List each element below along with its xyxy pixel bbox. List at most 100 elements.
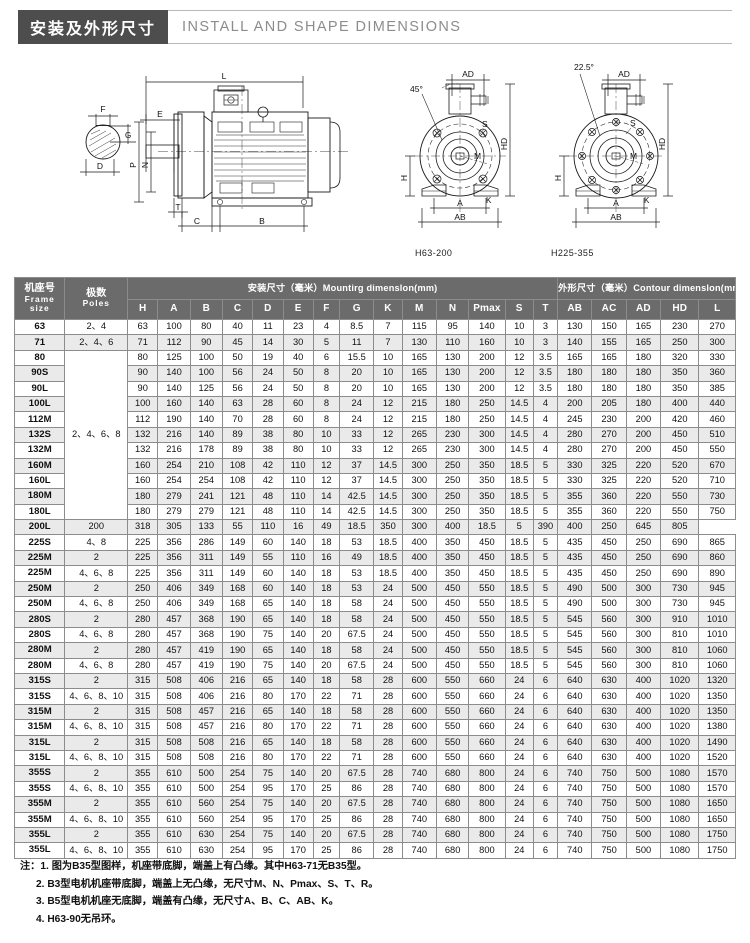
label-T: T: [175, 202, 180, 212]
cell-ad: 200: [625, 426, 662, 444]
cell-ab: 490: [557, 596, 593, 613]
cell-f: 4: [312, 318, 341, 336]
cell-b: 500: [189, 765, 223, 782]
cell-l: 1490: [698, 734, 736, 751]
cell-m: 115: [401, 318, 437, 336]
cell-frame-size: 250M: [13, 596, 66, 613]
cell-e: 50: [282, 365, 314, 382]
cell-hd: 1080: [660, 826, 700, 844]
cell-m: 740: [401, 811, 437, 828]
cell-m: 740: [401, 765, 437, 782]
cell-ab: 640: [557, 703, 593, 721]
cell-b: 419: [189, 657, 223, 674]
cell-n: 680: [435, 780, 470, 798]
cell-m: 740: [401, 842, 437, 859]
cell-b: 406: [189, 672, 223, 690]
cell-h: 180: [127, 503, 159, 521]
cell-ac: 750: [591, 842, 627, 859]
cell-d: 75: [252, 826, 284, 844]
cell-ad: 400: [625, 672, 662, 690]
cell-e: 110: [252, 519, 284, 536]
cell-ad: 300: [625, 642, 662, 659]
cell-pmax: 660: [468, 719, 506, 736]
cell-f: 20: [312, 626, 341, 644]
cell-g: 24: [339, 395, 375, 413]
cell-m: 265: [401, 426, 437, 444]
cell-d: 75: [252, 796, 284, 813]
shaft-detail-drawing: F G D: [80, 104, 136, 176]
cell-d: 75: [252, 626, 284, 644]
cell-k: 14.5: [373, 472, 403, 490]
cell-n: 680: [435, 796, 470, 813]
cell-g: 86: [339, 780, 375, 798]
cell-hd: 550: [660, 488, 700, 505]
cell-hd: 1080: [660, 811, 700, 828]
cell-e: 140: [282, 534, 314, 551]
cell-n: 680: [435, 826, 470, 844]
cell-t: 5: [532, 457, 559, 474]
cell-ad: 220: [625, 503, 662, 521]
cell-poles: 4、6、8: [64, 626, 129, 644]
cell-ab: 200: [557, 395, 593, 413]
cell-s: 24: [504, 672, 534, 690]
cell-l: 270: [698, 318, 736, 336]
column-header-pmax: Pmax: [468, 299, 506, 320]
cell-t: 6: [532, 749, 559, 767]
cell-t: 6: [532, 672, 559, 690]
cell-b: 630: [189, 826, 223, 844]
cell-d: 24: [252, 380, 284, 397]
cell-n: 350: [435, 549, 470, 567]
table-row: 71 2、4、6 71 112 90 45 14 30 5 11 7 130 110 160 10 3 140 1…: [13, 334, 736, 351]
cell-d: 65: [252, 611, 284, 628]
cell-m: 740: [401, 826, 437, 844]
cell-frame-size: 90S: [13, 365, 66, 382]
cell-c: 216: [221, 672, 254, 690]
cell-c: 149: [221, 534, 254, 551]
cell-ad: 500: [625, 780, 662, 798]
cell-ad: 400: [625, 688, 662, 705]
cell-s: 24: [504, 749, 534, 767]
cell-m: 500: [401, 657, 437, 674]
cell-d: 38: [252, 442, 284, 459]
cell-l: 945: [698, 580, 736, 598]
cell-ab: 740: [557, 811, 593, 828]
label-AB-right: AB: [610, 212, 622, 222]
cell-t: 5: [532, 580, 559, 598]
cell-m: 740: [401, 796, 437, 813]
cell-ad: 165: [625, 334, 662, 351]
cell-ac: 360: [591, 503, 627, 521]
cell-t: 5: [532, 657, 559, 674]
cell-l: 1650: [698, 796, 736, 813]
cell-ac: 560: [591, 626, 627, 644]
cell-f: 16: [312, 549, 341, 567]
cell-g: 86: [339, 811, 375, 828]
label-A-left: A: [457, 198, 463, 208]
column-header-t: T: [532, 299, 559, 320]
label-M-right: M: [630, 151, 637, 161]
cell-a: 100: [157, 318, 191, 336]
cell-ac: 270: [591, 426, 627, 444]
cell-s: 14.5: [504, 442, 534, 459]
cell-g: 67.5: [339, 826, 375, 844]
cell-a: 125: [157, 349, 191, 367]
table-row: 225M 2 225 356 311 149 55 110 16 49 18.5 400 350 450 1…: [13, 549, 736, 567]
table-body: 63 2、4 63 100 80 40 11 23 4 8.5 7 115 95 140 10 3 130 150…: [13, 318, 736, 859]
cell-ab: 435: [557, 565, 593, 582]
cell-a: 610: [157, 826, 191, 844]
cell-frame-size: 225M: [13, 565, 66, 582]
cell-frame-size: 355L: [13, 842, 66, 859]
cell-c: 168: [221, 596, 254, 613]
cell-b: 210: [189, 457, 223, 474]
cell-pmax: 800: [468, 811, 506, 828]
cell-e: 110: [282, 549, 314, 567]
cell-k: 28: [373, 719, 403, 736]
column-header-c: C: [221, 299, 254, 320]
cell-l: 440: [698, 395, 736, 413]
table-head-group-row: 机座号 Frame size 极数 Poles 安装尺寸（毫米）Mountirg…: [13, 277, 736, 320]
cell-ad: 220: [625, 457, 662, 474]
cell-hd: 1080: [660, 765, 700, 782]
cell-poles: 4、6、8、10: [64, 749, 129, 767]
cell-ac: 230: [591, 411, 627, 428]
cell-ad: 180: [625, 395, 662, 413]
cell-g: 42.5: [339, 503, 375, 521]
